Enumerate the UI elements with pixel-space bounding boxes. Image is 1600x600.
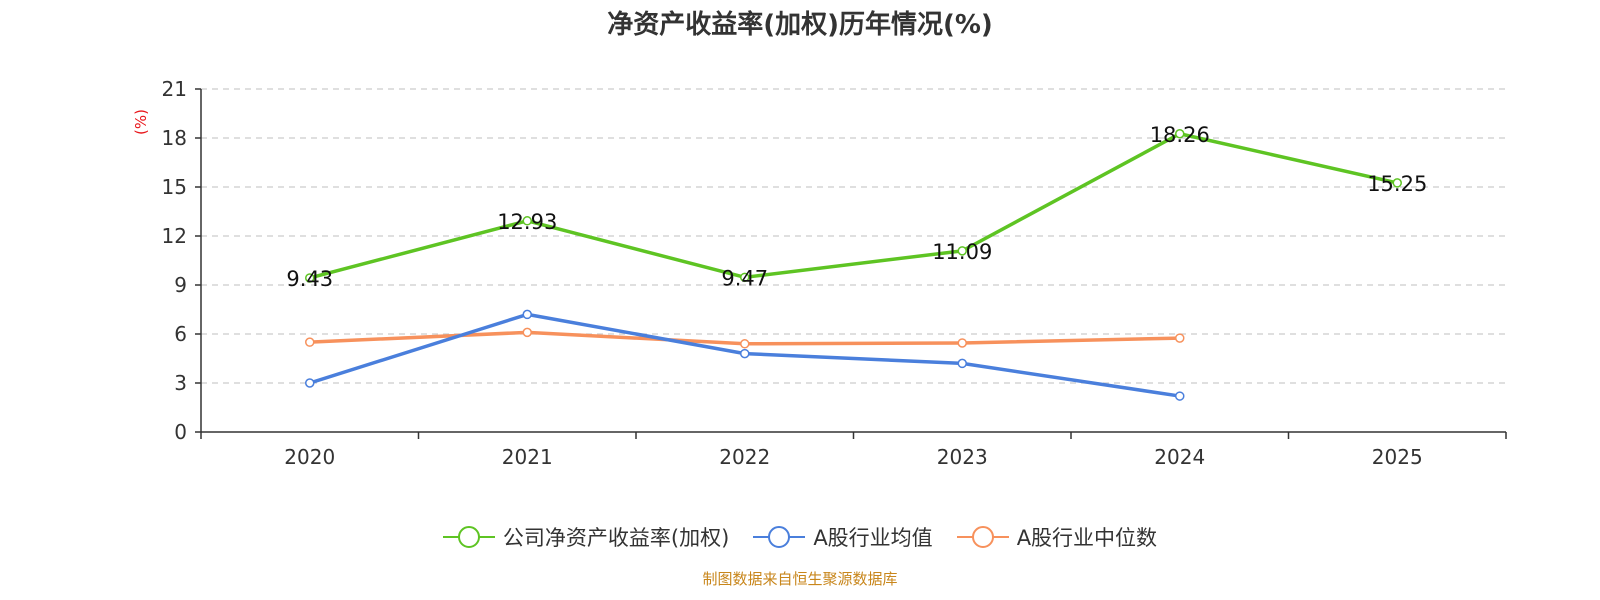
legend-label: A股行业均值 (813, 526, 933, 550)
x-tick-label: 2023 (937, 445, 988, 469)
data-point (740, 339, 750, 349)
gridlines (201, 88, 1506, 384)
data-point (1175, 391, 1185, 401)
x-tick-label: 2021 (502, 445, 553, 469)
source-note: 制图数据来自恒生聚源数据库 (702, 570, 898, 588)
data-point (1175, 129, 1185, 139)
series-line (309, 132, 1398, 280)
y-tick-label: 3 (174, 371, 187, 395)
y-tick-label: 9 (174, 273, 187, 297)
data-point (522, 216, 532, 226)
y-tick-label: 0 (174, 420, 187, 444)
legend-label: A股行业中位数 (1016, 526, 1158, 550)
legend-item[interactable]: A股行业中位数 (956, 522, 1158, 552)
data-point (1175, 333, 1185, 343)
data-label: 18.26 (1150, 123, 1210, 147)
x-tick-label: 2025 (1372, 445, 1423, 469)
y-tick-label: 12 (162, 224, 187, 248)
y-tick-label: 15 (162, 175, 187, 199)
data-labels: 9.43 12.93 9.47 11.09 18.26 15.25 (286, 123, 1427, 291)
data-point (522, 327, 532, 338)
data-label: 9.47 (721, 266, 768, 290)
data-point (305, 273, 315, 283)
x-tick-label: 2020 (284, 445, 335, 469)
legend-item[interactable]: A股行业均值 (753, 522, 933, 552)
data-point (957, 358, 967, 369)
legend-item[interactable]: 公司净资产收益率(加权) (442, 522, 730, 552)
data-label: 11.09 (932, 240, 992, 264)
y-tick-label: 6 (174, 322, 187, 346)
data-point (740, 272, 750, 283)
x-tick-label: 2022 (719, 445, 770, 469)
data-point (305, 337, 315, 347)
axes: 0 3 6 9 12 15 18 21 2020 2021 2022 2023 2024 2025 (%) (132, 77, 1507, 469)
legend-marker-icon (956, 526, 1009, 548)
y-tick-label: 21 (162, 77, 187, 101)
legend: 公司净资产收益率(加权) A股行业均值 A股行业中位数 (0, 522, 1600, 552)
x-tick-label: 2024 (1154, 445, 1205, 469)
legend-label: 公司净资产收益率(加权) (502, 526, 730, 550)
data-point (522, 309, 532, 320)
series-lines (305, 129, 1402, 401)
legend-marker-icon (753, 526, 806, 548)
y-tick-label: 18 (162, 126, 187, 150)
data-point (305, 378, 315, 388)
chart-title: 净资产收益率(加权)历年情况(%) (607, 10, 993, 40)
data-point (957, 338, 967, 348)
data-point (740, 348, 750, 359)
data-point (957, 246, 967, 256)
data-point (1392, 178, 1402, 188)
y-axis-label: (%) (132, 109, 150, 135)
data-label: 9.43 (286, 267, 333, 291)
legend-marker-icon (442, 526, 495, 548)
data-label: 12.93 (497, 210, 557, 234)
data-label: 15.25 (1367, 172, 1427, 196)
